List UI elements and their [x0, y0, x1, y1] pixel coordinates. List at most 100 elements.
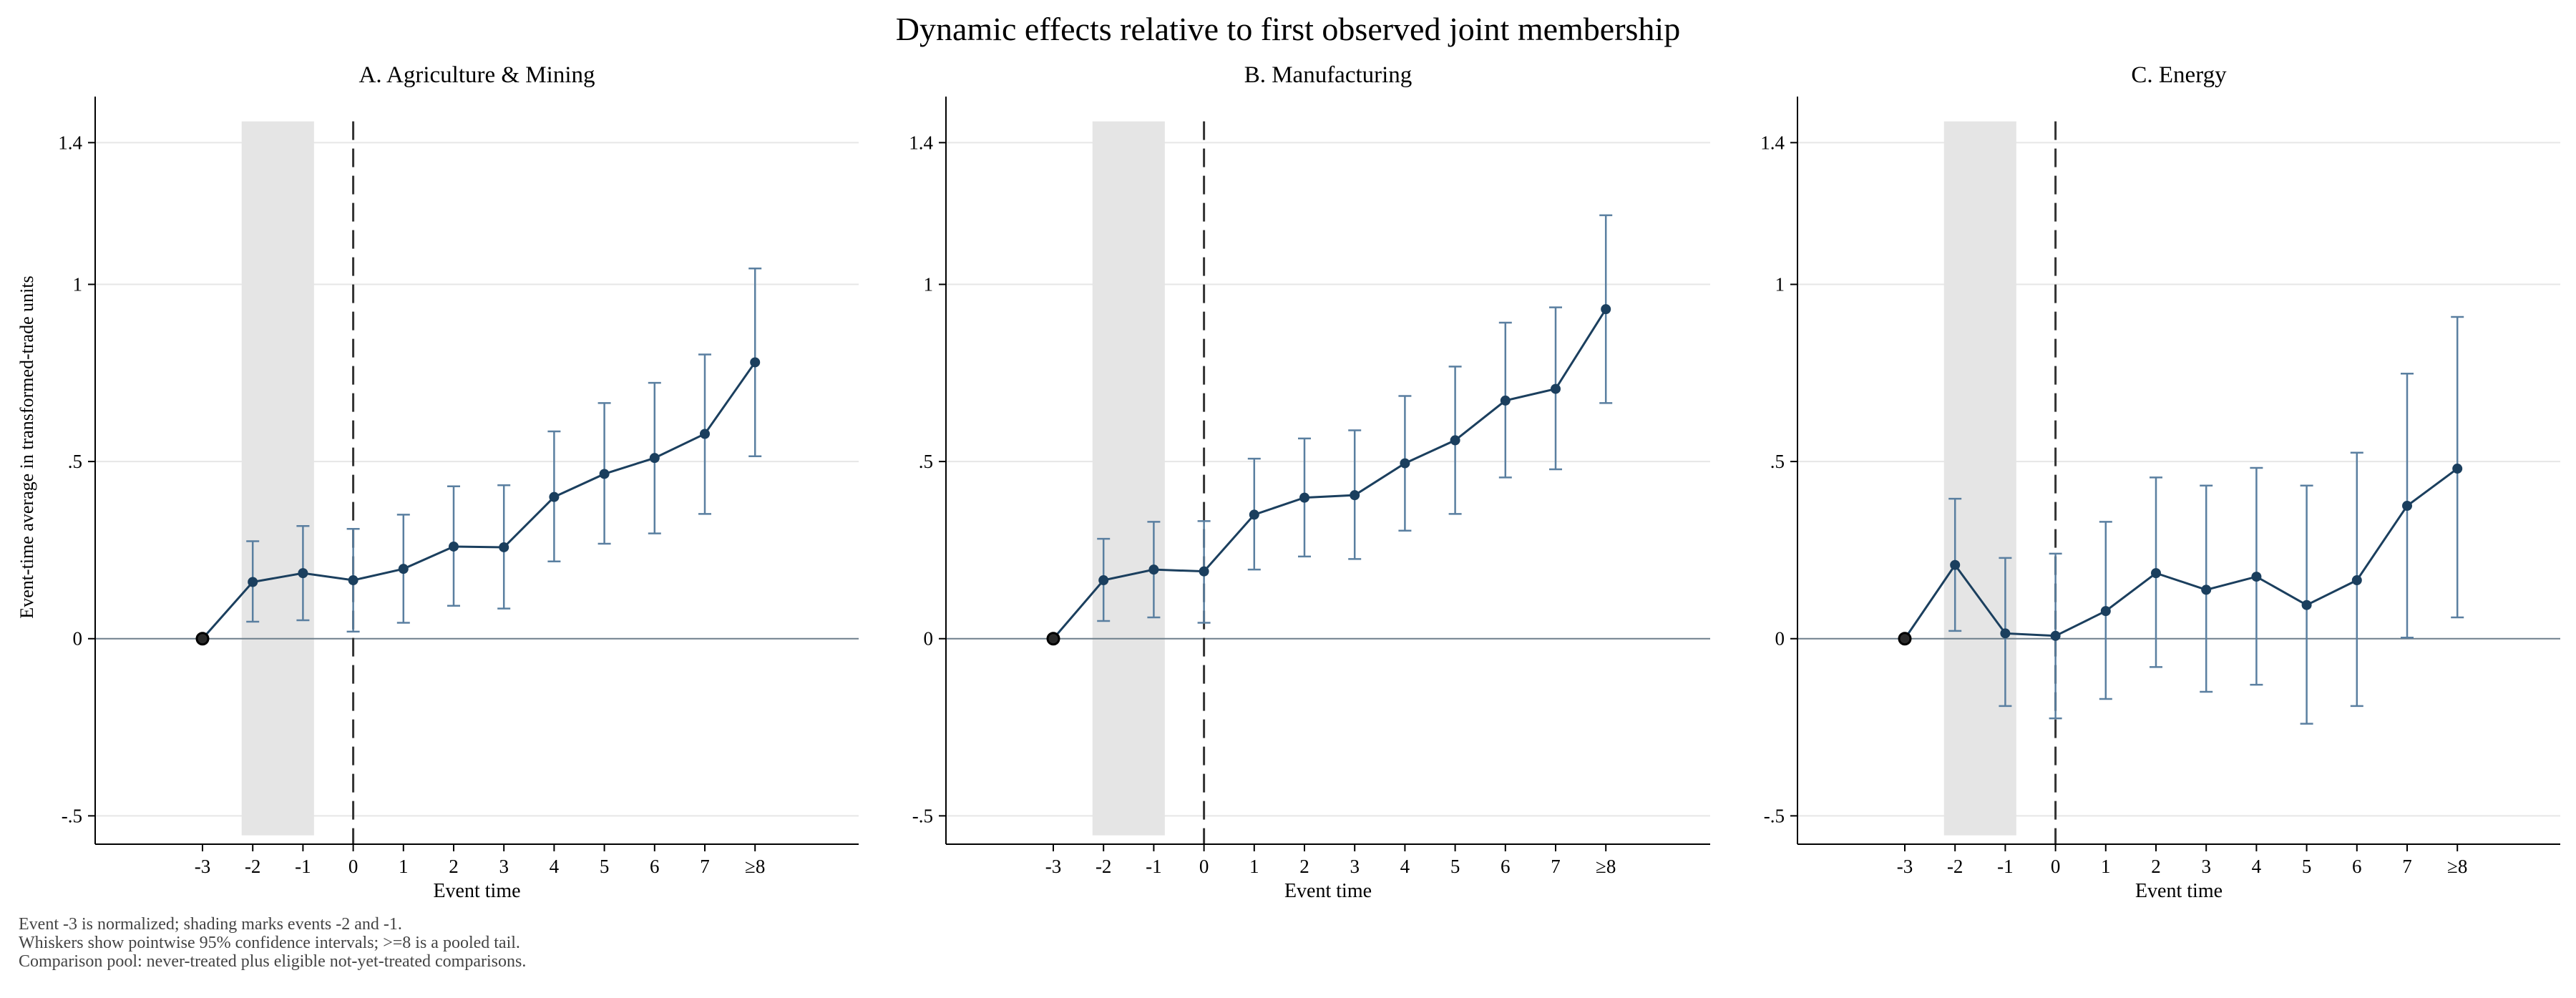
note-line-2: Whiskers show pointwise 95% confidence i…: [19, 934, 520, 952]
data-point: [1400, 458, 1410, 469]
y-tick-label: 1.4: [1760, 132, 1785, 153]
data-point: [2351, 575, 2362, 586]
y-tick-label: .5: [919, 451, 933, 472]
y-tick-label: 0: [924, 628, 934, 650]
x-tick-label: 4: [2252, 856, 2262, 877]
x-tick-label: 0: [2051, 856, 2061, 877]
y-tick-label: -.5: [62, 805, 82, 826]
x-tick-label: ≥8: [2447, 856, 2467, 877]
data-point: [1199, 566, 1209, 577]
x-tick-label: 1: [2101, 856, 2111, 877]
data-point: [2402, 501, 2412, 512]
panel-title: A. Agriculture & Mining: [359, 62, 595, 88]
data-point: [1950, 559, 1961, 570]
x-tick-label: 4: [1400, 856, 1410, 877]
y-tick-label: 1: [73, 273, 83, 295]
data-point: [348, 575, 358, 586]
data-point: [2251, 572, 2262, 582]
x-axis-label: Event time: [433, 880, 520, 902]
data-point: [449, 541, 459, 552]
reference-point: [1898, 632, 1912, 646]
x-tick-label: 1: [399, 856, 409, 877]
x-tick-label: 5: [2302, 856, 2312, 877]
y-tick-label: 0: [73, 628, 83, 650]
data-point: [1601, 304, 1611, 315]
x-tick-label: 2: [2151, 856, 2161, 877]
x-tick-label: -3: [1045, 856, 1062, 877]
note-line-3: Comparison pool: never-treated plus elig…: [19, 952, 527, 971]
note-line-1: Event -3 is normalized; shading marks ev…: [19, 915, 402, 934]
pre-period-shading: [1092, 121, 1165, 836]
data-point: [700, 429, 710, 439]
data-point: [2151, 568, 2161, 579]
x-tick-label: 4: [550, 856, 560, 877]
panel-title: B. Manufacturing: [1244, 62, 1413, 88]
data-point: [1148, 564, 1159, 575]
y-tick-label: .5: [68, 451, 82, 472]
panel-2: -.5 0 .5 1 1.4 -3 -2 -1 0 1 2 3 4 5 6 7 ≥8 Event time B. M…: [909, 62, 1710, 902]
x-tick-label: -2: [245, 856, 261, 877]
x-tick-label: 0: [348, 856, 358, 877]
y-tick-label: 0: [1775, 628, 1785, 650]
y-tick-label: -.5: [1764, 805, 1785, 826]
y-tick-label: 1: [1775, 273, 1785, 295]
data-point: [1098, 575, 1109, 586]
data-point: [599, 469, 610, 479]
x-tick-label: ≥8: [1596, 856, 1616, 877]
panel-title: C. Energy: [2131, 62, 2227, 88]
series-line: [1903, 467, 2459, 640]
x-tick-label: 1: [1249, 856, 1259, 877]
data-point: [750, 357, 761, 368]
panel-3: -.5 0 .5 1 1.4 -3 -2 -1 0 1 2 3 4 5 6 7 ≥8 Event time C. E…: [1760, 62, 2560, 902]
x-tick-label: 5: [1450, 856, 1460, 877]
y-tick-label: 1.4: [909, 132, 933, 153]
data-point: [2201, 584, 2212, 595]
x-tick-label: 7: [700, 856, 710, 877]
data-point: [2100, 606, 2111, 617]
x-tick-label: 2: [449, 856, 459, 877]
x-tick-label: -3: [1897, 856, 1913, 877]
series-line: [201, 361, 756, 640]
x-tick-label: 6: [1501, 856, 1511, 877]
x-tick-label: 3: [1350, 856, 1360, 877]
data-point: [2000, 628, 2011, 639]
data-point: [398, 564, 409, 574]
x-tick-label: -1: [1997, 856, 2014, 877]
reference-point: [195, 632, 210, 646]
x-tick-label: -2: [1096, 856, 1112, 877]
data-point: [549, 491, 560, 502]
x-tick-label: 0: [1199, 856, 1209, 877]
y-axis-label: Event-time average in transformed-trade …: [16, 275, 37, 618]
pre-period-shading: [241, 121, 314, 836]
data-point: [1299, 492, 1309, 503]
data-point: [298, 568, 308, 579]
x-axis-label: Event time: [2135, 880, 2223, 902]
x-tick-label: -1: [295, 856, 311, 877]
x-tick-label: 3: [499, 856, 509, 877]
data-point: [649, 453, 660, 464]
data-point: [1551, 383, 1561, 394]
y-tick-label: 1.4: [58, 132, 82, 153]
x-axis-label: Event time: [1284, 880, 1372, 902]
data-point: [2301, 600, 2312, 610]
x-tick-label: 6: [650, 856, 660, 877]
x-tick-label: -2: [1947, 856, 1963, 877]
x-tick-label: 3: [2201, 856, 2211, 877]
data-point: [2452, 464, 2463, 474]
x-tick-label: 7: [1551, 856, 1561, 877]
data-point: [499, 542, 509, 552]
y-tick-label: 1: [924, 273, 934, 295]
data-point: [1249, 509, 1259, 520]
x-tick-label: -3: [195, 856, 211, 877]
data-point: [2050, 630, 2061, 641]
data-point: [1500, 395, 1511, 406]
data-point: [248, 577, 258, 587]
x-tick-label: ≥8: [745, 856, 765, 877]
x-tick-label: 2: [1299, 856, 1309, 877]
data-point: [1450, 435, 1460, 446]
pre-period-shading: [1943, 121, 2016, 836]
x-tick-label: 6: [2352, 856, 2362, 877]
data-point: [1350, 490, 1360, 501]
series-line: [1052, 308, 1607, 640]
